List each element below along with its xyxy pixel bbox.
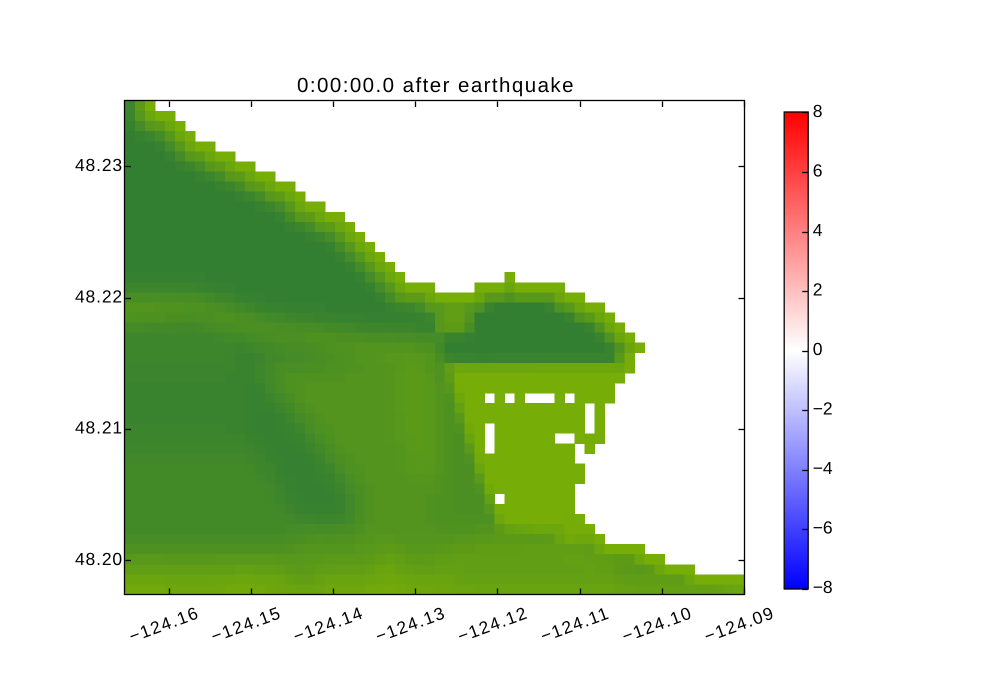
svg-text:−6: −6 <box>813 517 833 537</box>
svg-text:−124.13: −124.13 <box>373 602 449 646</box>
svg-text:48.22: 48.22 <box>75 286 123 306</box>
svg-text:−124.15: −124.15 <box>208 602 284 646</box>
svg-text:6: 6 <box>813 160 823 180</box>
svg-text:48.20: 48.20 <box>75 549 123 569</box>
svg-text:8: 8 <box>813 101 823 121</box>
svg-text:2: 2 <box>813 279 823 299</box>
svg-text:−124.14: −124.14 <box>291 602 367 646</box>
svg-text:−124.09: −124.09 <box>702 602 778 646</box>
svg-text:0:00:00.0 after earthquake: 0:00:00.0 after earthquake <box>297 74 575 97</box>
svg-text:0: 0 <box>813 339 823 359</box>
svg-text:−124.16: −124.16 <box>126 602 202 646</box>
svg-text:48.23: 48.23 <box>75 155 123 175</box>
svg-text:−4: −4 <box>813 458 833 478</box>
svg-text:−124.10: −124.10 <box>619 602 695 646</box>
svg-text:−124.12: −124.12 <box>455 602 531 646</box>
svg-text:4: 4 <box>813 220 823 240</box>
svg-text:−2: −2 <box>813 398 833 418</box>
svg-text:−8: −8 <box>813 577 833 597</box>
svg-text:−124.11: −124.11 <box>538 603 612 646</box>
svg-text:48.21: 48.21 <box>75 418 123 438</box>
